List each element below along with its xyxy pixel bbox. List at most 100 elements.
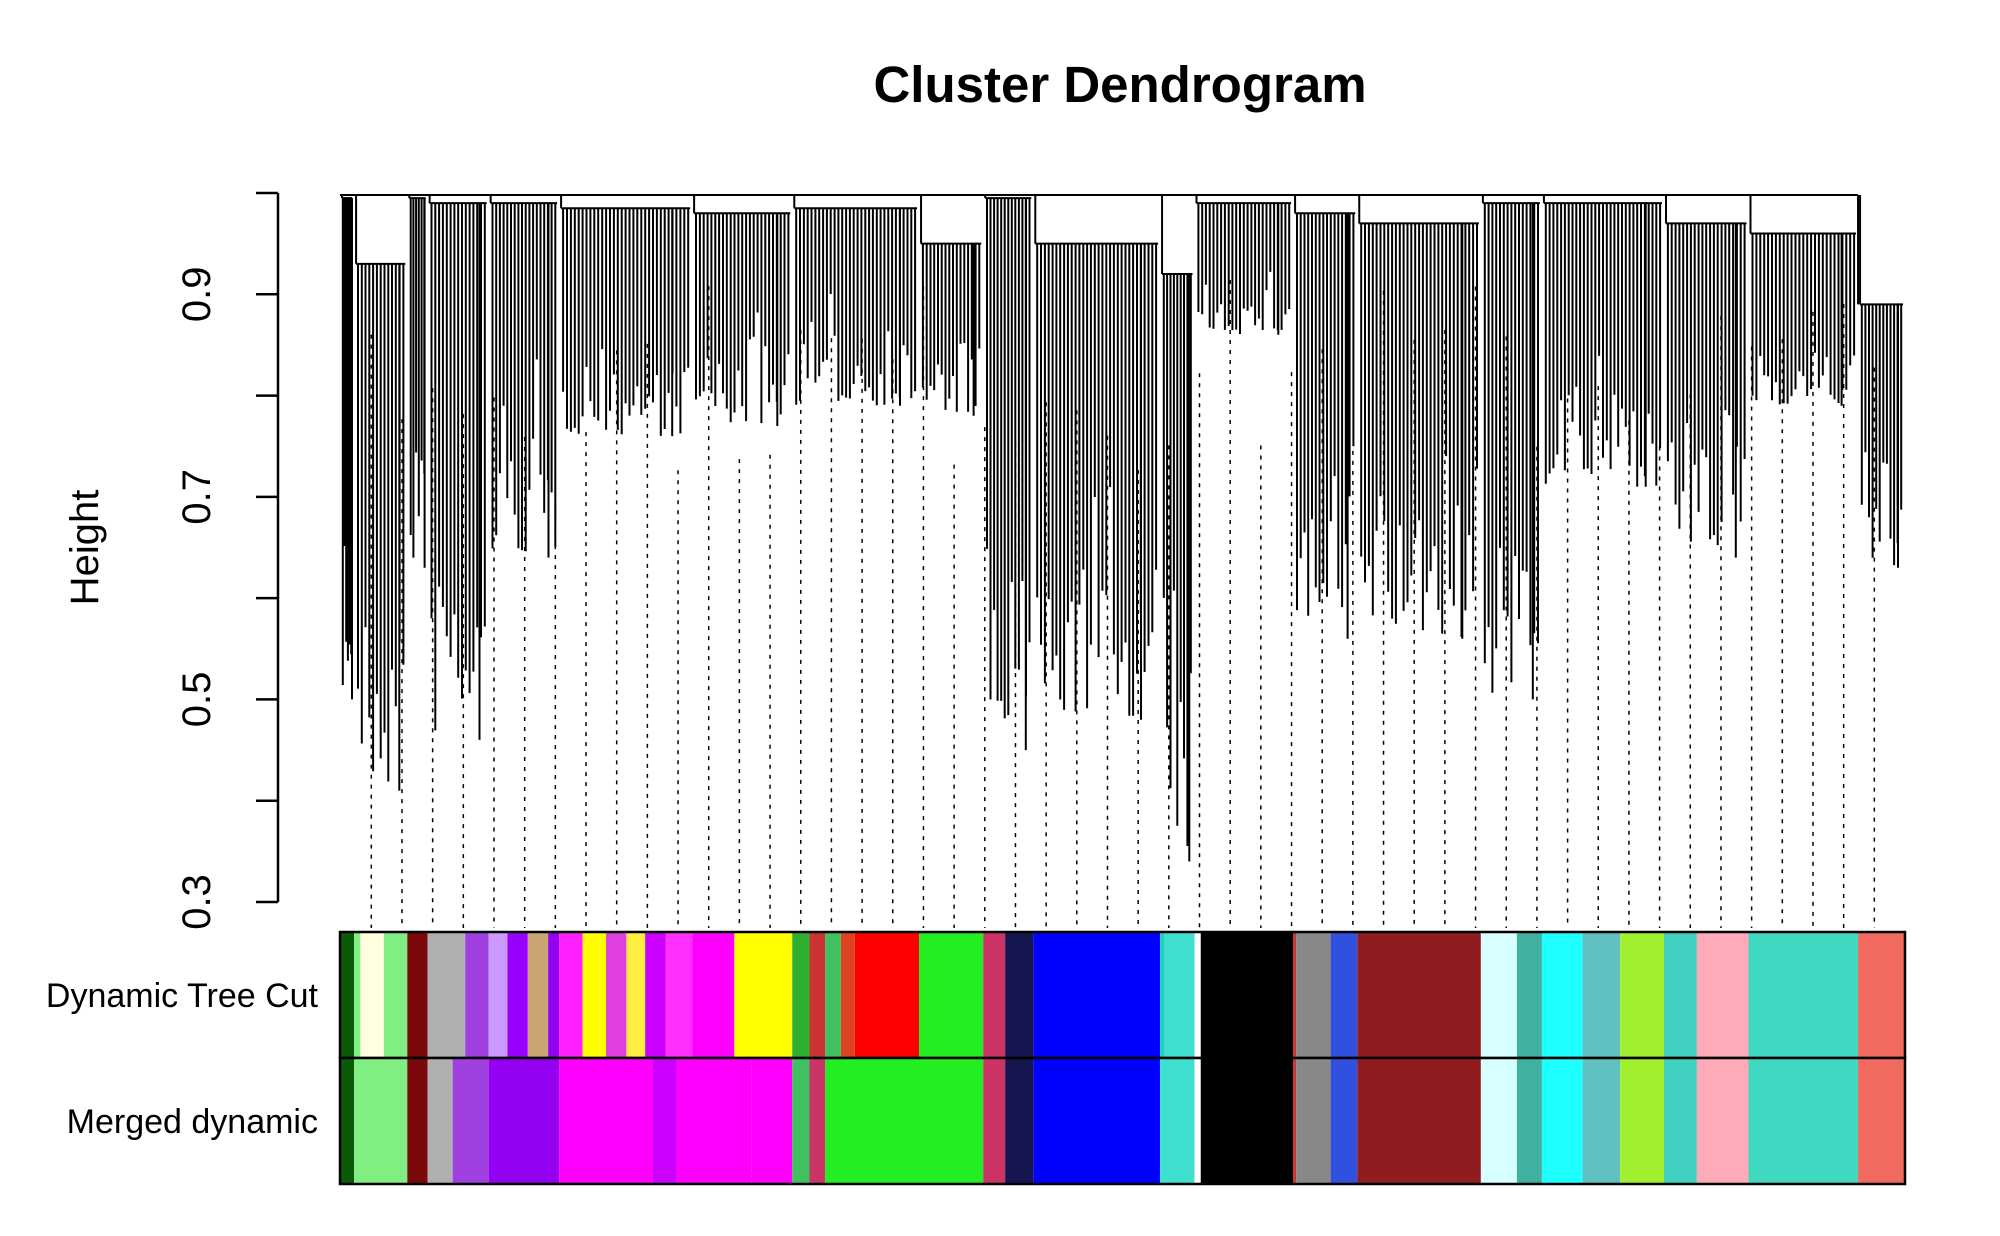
leaf-branches: [409, 198, 426, 568]
cluster-branch: [341, 195, 353, 700]
leaf-branches: [1162, 274, 1192, 862]
color-segment: [354, 1058, 408, 1184]
leaf-branches: [1036, 243, 1158, 720]
color-segment: [488, 1058, 560, 1184]
color-segment: [1164, 932, 1195, 1058]
color-segment: [1200, 932, 1294, 1058]
cluster-branch: [1481, 195, 1540, 700]
color-segment: [1357, 932, 1481, 1058]
color-segment: [626, 932, 646, 1058]
color-segment: [983, 1058, 1006, 1184]
y-tick-label: 0.5: [175, 672, 219, 728]
cluster-branch: [489, 195, 558, 558]
color-segment: [1748, 1058, 1859, 1184]
color-segment: [559, 932, 583, 1058]
color-segment: [983, 932, 1006, 1058]
cluster-branch: [1358, 195, 1479, 639]
leaf-branches: [1360, 223, 1478, 639]
color-segment: [692, 932, 735, 1058]
color-segment: [559, 1058, 653, 1184]
color-segment: [1582, 932, 1621, 1058]
color-segment: [1858, 932, 1905, 1058]
color-segment: [383, 932, 408, 1058]
color-segment: [1160, 1058, 1195, 1184]
cluster-branch: [1542, 195, 1662, 487]
color-segment: [407, 1058, 428, 1184]
leaf-branches: [430, 203, 486, 740]
color-segment: [1582, 1058, 1621, 1184]
color-segment: [792, 932, 810, 1058]
color-segment: [606, 932, 627, 1058]
color-segment: [465, 932, 489, 1058]
y-tick-label: 0.9: [175, 266, 219, 322]
color-row-label: Dynamic Tree Cut: [46, 977, 319, 1015]
y-axis: 0.3 0.5 0.7 0.9: [175, 191, 280, 930]
cluster-branch: [693, 195, 791, 426]
color-segment: [1480, 1058, 1517, 1184]
color-segment: [354, 932, 361, 1058]
leaf-branches: [1544, 203, 1662, 487]
leaf-branches: [562, 208, 690, 437]
color-segment: [1330, 1058, 1358, 1184]
color-segment: [340, 932, 355, 1058]
color-segment: [792, 1058, 810, 1184]
cluster-branch: [920, 195, 982, 416]
color-segment: [1194, 1058, 1201, 1184]
leaf-branches: [1197, 203, 1291, 335]
color-segment: [1005, 1058, 1034, 1184]
leaf-branches: [357, 263, 405, 791]
color-segment: [407, 932, 428, 1058]
color-segment: [1696, 1058, 1749, 1184]
color-segment: [1541, 1058, 1583, 1184]
color-segment: [1296, 932, 1331, 1058]
cluster-branch: [355, 195, 406, 791]
cluster-branch: [793, 195, 918, 406]
color-segment: [1200, 1058, 1294, 1184]
y-tick-label: 0.3: [175, 874, 219, 930]
color-segment: [360, 932, 384, 1058]
leaf-branches: [1296, 213, 1355, 639]
leaf-branches: [695, 213, 790, 426]
color-segment: [452, 1058, 489, 1184]
leaf-branches: [1483, 203, 1539, 700]
color-segment: [1330, 932, 1358, 1058]
cluster-branch: [408, 195, 426, 568]
color-segment: [1293, 1058, 1297, 1184]
color-segment: [507, 932, 528, 1058]
color-segment: [1194, 932, 1201, 1058]
color-segment: [645, 932, 666, 1058]
module-color-rows: Dynamic Tree Cut Merged dynamic: [46, 930, 1907, 1186]
color-segment: [1696, 932, 1749, 1058]
color-segment: [809, 932, 826, 1058]
color-segment: [1160, 932, 1165, 1058]
leaf-branches: [341, 198, 353, 700]
cluster-branch: [1195, 195, 1292, 335]
color-segment: [1858, 1058, 1905, 1184]
leaf-branches: [986, 198, 1031, 751]
color-segment: [676, 1058, 752, 1184]
color-segment: [1480, 932, 1517, 1058]
color-segment: [488, 932, 508, 1058]
color-segment: [825, 1058, 984, 1184]
color-segment: [1033, 1058, 1161, 1184]
chart-title: Cluster Dendrogram: [873, 56, 1366, 113]
y-tick-label: 0.7: [175, 469, 219, 525]
color-segment: [854, 932, 920, 1058]
color-segment: [1296, 1058, 1331, 1184]
color-segment: [751, 1058, 793, 1184]
color-segment: [1748, 932, 1859, 1058]
color-segment: [1620, 932, 1664, 1058]
cluster-guide-lines: [370, 279, 1876, 928]
color-segment: [582, 932, 607, 1058]
leaf-branches: [491, 203, 557, 558]
leaf-branches: [921, 243, 981, 416]
cluster-branch: [1664, 195, 1747, 558]
color-segment: [825, 932, 841, 1058]
color-segment: [427, 932, 466, 1058]
leaf-branches: [795, 208, 917, 406]
color-segment: [1033, 932, 1161, 1058]
color-segment: [734, 932, 793, 1058]
color-segment: [1516, 1058, 1542, 1184]
cluster-branch: [1749, 195, 1857, 406]
color-segment: [427, 1058, 453, 1184]
